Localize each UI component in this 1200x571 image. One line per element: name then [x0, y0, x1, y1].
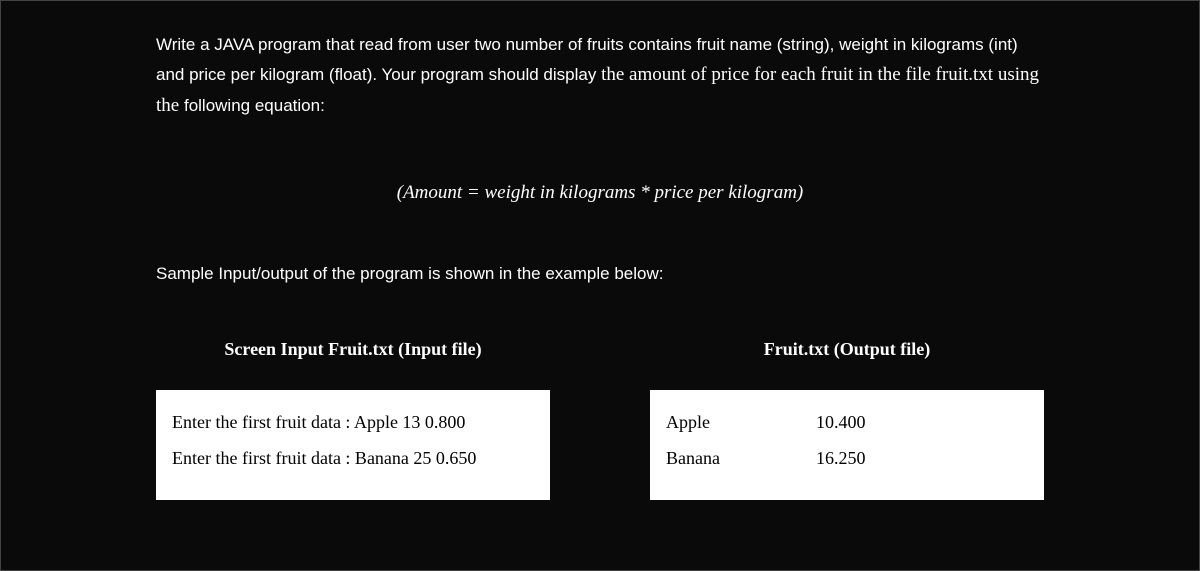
- output-box: Apple 10.400 Banana 16.250: [650, 390, 1044, 500]
- output-column: Fruit.txt (Output file) Apple 10.400 Ban…: [650, 339, 1044, 500]
- output-header: Fruit.txt (Output file): [650, 339, 1044, 360]
- input-column: Screen Input Fruit.txt (Input file) Ente…: [156, 339, 550, 500]
- input-line-2: Enter the first fruit data : Banana 25 0…: [172, 440, 534, 476]
- input-header: Screen Input Fruit.txt (Input file): [156, 339, 550, 360]
- input-line-1: Enter the first fruit data : Apple 13 0.…: [172, 404, 534, 440]
- output-value-1: 10.400: [816, 404, 1028, 440]
- question-part3: following equation:: [184, 96, 325, 115]
- output-name-1: Apple: [666, 404, 816, 440]
- output-name-2: Banana: [666, 440, 816, 476]
- output-row-1: Apple 10.400: [666, 404, 1028, 440]
- sample-label: Sample Input/output of the program is sh…: [156, 264, 1044, 284]
- output-row-2: Banana 16.250: [666, 440, 1028, 476]
- output-value-2: 16.250: [816, 440, 1028, 476]
- question-text: Write a JAVA program that read from user…: [156, 31, 1044, 122]
- equation-text: (Amount = weight in kilograms * price pe…: [156, 182, 1044, 204]
- input-box: Enter the first fruit data : Apple 13 0.…: [156, 390, 550, 500]
- document-container: Write a JAVA program that read from user…: [0, 0, 1200, 571]
- io-columns: Screen Input Fruit.txt (Input file) Ente…: [156, 339, 1044, 500]
